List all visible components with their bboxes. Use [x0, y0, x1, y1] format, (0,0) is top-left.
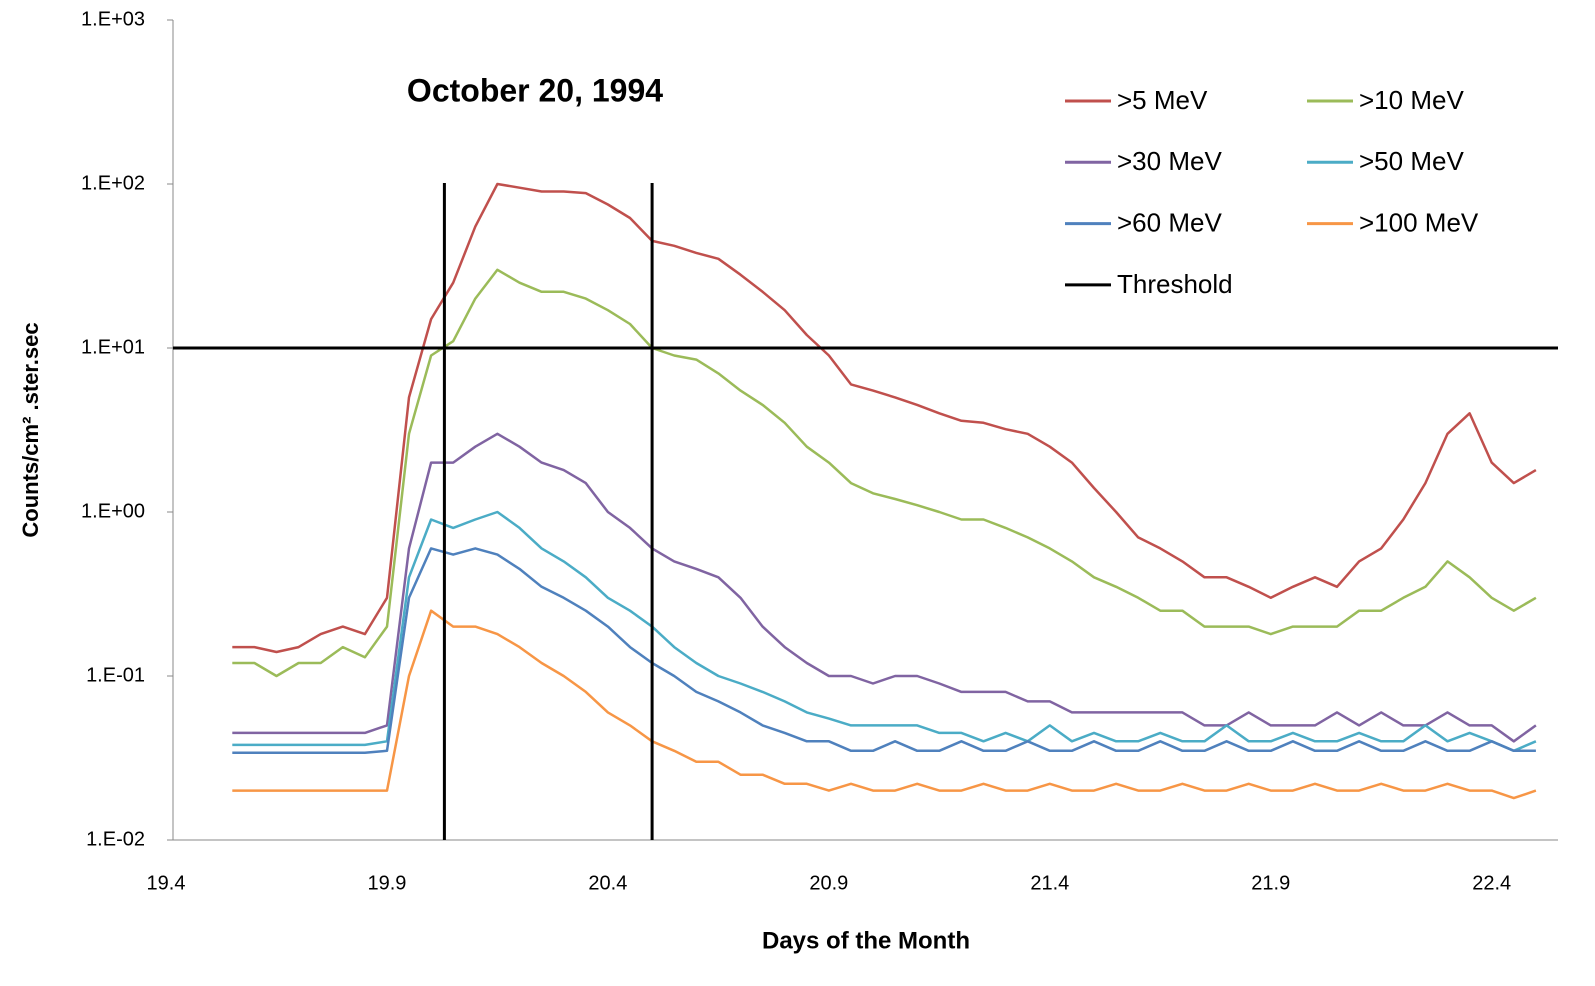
y-tick-label: 1.E-02	[86, 828, 145, 850]
series-line	[232, 609, 1537, 800]
series-line	[232, 182, 1537, 654]
legend-label: >60 MeV	[1117, 207, 1222, 237]
y-axis-title: Counts/cm² .ster.sec	[18, 322, 43, 537]
x-tick-label: 21.9	[1251, 872, 1290, 894]
y-tick-label: 1.E+01	[81, 336, 145, 358]
x-axis-title: Days of the Month	[762, 927, 970, 954]
chart-title: October 20, 1994	[407, 72, 663, 108]
y-tick-label: 1.E+00	[81, 500, 145, 522]
x-tick-label: 19.9	[367, 872, 406, 894]
x-tick-label: 20.4	[588, 872, 627, 894]
legend-label: >5 MeV	[1117, 85, 1208, 115]
x-tick-label: 21.4	[1030, 872, 1069, 894]
y-tick-label: 1.E-01	[86, 664, 145, 686]
series-line	[232, 510, 1537, 753]
series-line	[232, 268, 1537, 678]
legend-label: >50 MeV	[1359, 146, 1464, 176]
series-line	[232, 547, 1536, 755]
y-tick-label: 1.E+03	[81, 8, 145, 30]
series-line	[232, 432, 1537, 743]
legend-label: Threshold	[1117, 269, 1233, 299]
legend-label: >10 MeV	[1359, 85, 1464, 115]
legend-label: >100 MeV	[1359, 207, 1479, 237]
legend-label: >30 MeV	[1117, 146, 1222, 176]
x-tick-label: 22.4	[1472, 872, 1511, 894]
x-tick-label: 20.9	[809, 872, 848, 894]
x-tick-label: 19.4	[147, 872, 186, 894]
y-tick-label: 1.E+02	[81, 172, 145, 194]
